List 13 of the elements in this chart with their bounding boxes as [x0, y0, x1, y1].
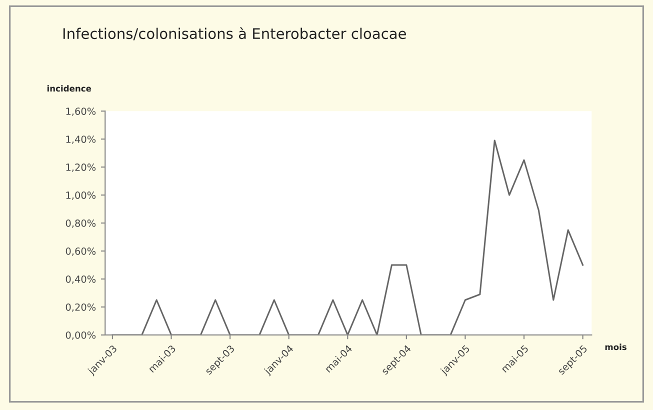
line-series: [112, 140, 584, 335]
x-axis-title: mois: [605, 344, 626, 350]
chart-title: Infections/colonisations à Enterobacter cloacae: [63, 27, 406, 40]
y-tick-label: 1,20%: [66, 164, 96, 172]
y-tick-label: 1,40%: [66, 136, 96, 144]
y-tick-label: 0,00%: [66, 331, 96, 340]
y-tick-label: 0,60%: [66, 248, 96, 256]
y-tick-label: 0,20%: [66, 303, 96, 312]
y-tick-label: 1,00%: [66, 192, 96, 200]
y-tick-label: 1,60%: [66, 108, 96, 116]
y-tick-label: 0,40%: [66, 275, 96, 284]
y-tick-label: 0,80%: [66, 220, 96, 228]
y-axis-title: incidence: [47, 85, 92, 92]
